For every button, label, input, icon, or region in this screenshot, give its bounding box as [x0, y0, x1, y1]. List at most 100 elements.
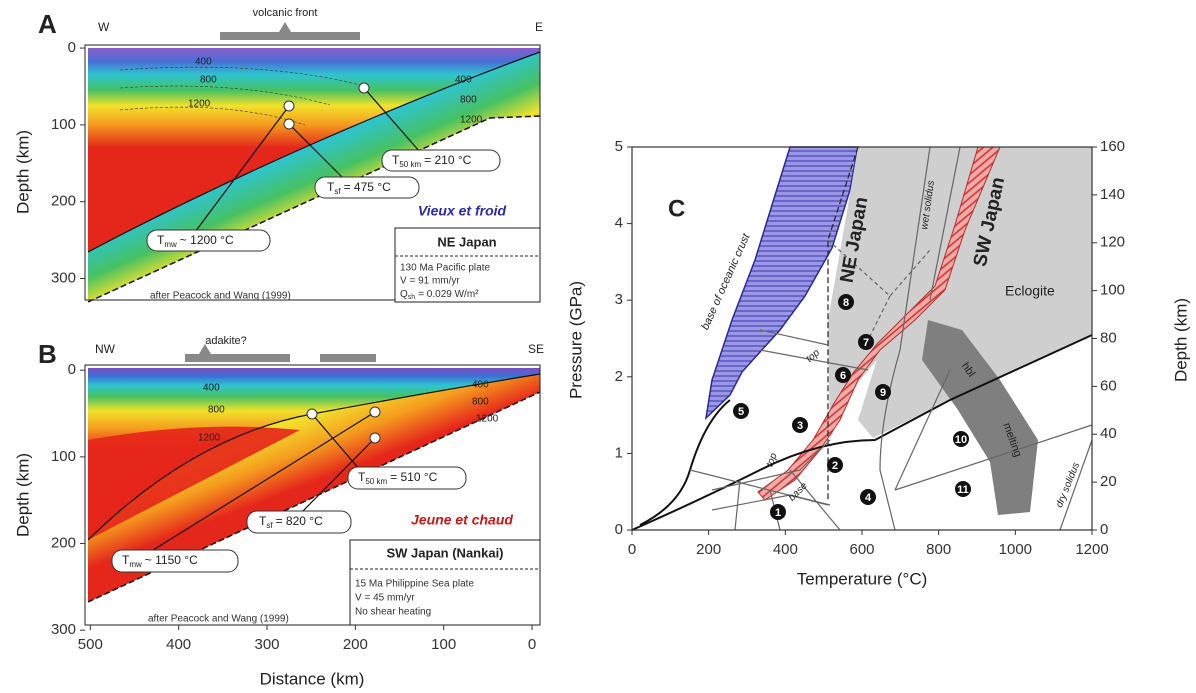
plot-frame [84, 364, 541, 626]
x-tick-label: 400 [166, 636, 191, 653]
marker [955, 481, 971, 497]
x-tick-label: 0 [628, 541, 636, 558]
y-tick-label: 100 [51, 116, 76, 133]
isotherm-label: 400 [472, 380, 489, 391]
setting-line: Qsh = 0.029 W/m² [400, 289, 479, 301]
marker-label: 9 [880, 387, 886, 399]
isotherm-label: 800 [472, 397, 489, 408]
setting-box [394, 227, 541, 303]
marker-label: 3 [797, 420, 803, 432]
isotherm-label: 400 [203, 383, 220, 394]
marker [733, 403, 749, 419]
oceanic-crust-region [704, 146, 859, 421]
x-tick-label: 800 [926, 541, 951, 558]
volcano-icon [199, 344, 211, 354]
marker [860, 489, 876, 505]
y-axis-label: Depth (km) [13, 453, 32, 537]
edge-label: W [98, 20, 110, 34]
marker-label: 7 [863, 337, 869, 349]
marker [838, 294, 854, 310]
y-axis-label: Pressure (GPa) [566, 281, 585, 399]
marker [792, 417, 808, 433]
y2-tick-label: 60 [1100, 377, 1117, 394]
isotherm-label: 1200 [476, 414, 499, 425]
setting-title: SW Japan (Nankai) [386, 545, 503, 560]
edge-label: E [535, 20, 543, 34]
plot-frame [84, 44, 541, 301]
y-tick-label: 200 [51, 535, 76, 552]
x-tick-label: 300 [254, 636, 279, 653]
panel-label: B [38, 339, 57, 369]
callout: Tmw ~ 1150 °C [122, 553, 198, 569]
y-tick-label: 2 [615, 368, 623, 385]
points [283, 82, 370, 130]
marker-label: 2 [832, 460, 838, 472]
source: after Peacock and Wang (1999) [148, 614, 289, 625]
y-tick-label: 4 [615, 215, 623, 232]
marker [835, 367, 851, 383]
isotherm-label: 1200 [188, 99, 211, 110]
callout-box [381, 149, 501, 172]
marker [770, 504, 786, 520]
x-tick-label: 400 [773, 541, 798, 558]
marker-label: 8 [843, 297, 849, 309]
y2-axis-label: Depth (km) [1171, 298, 1190, 382]
slab-field [88, 374, 540, 602]
marker-label: 10 [955, 434, 967, 446]
points [306, 406, 381, 444]
y-tick-label: 200 [51, 193, 76, 210]
y2-tick-label: 100 [1100, 282, 1125, 299]
panel-label: C [668, 195, 685, 222]
y-tick-label: 100 [51, 448, 76, 465]
marker [827, 457, 843, 473]
x-tick-label: 600 [849, 541, 874, 558]
panel-b: B NW SE adakite? 400 800 1200 400 800 12… [13, 335, 544, 689]
hot-wedge [88, 426, 300, 540]
volcano-icon [279, 22, 291, 32]
surface-label: adakite? [205, 335, 247, 347]
leader-lines [149, 411, 376, 553]
isotherm-label: 400 [455, 75, 472, 86]
setting-line: 130 Ma Pacific plate [400, 263, 490, 274]
surface-bar [185, 354, 290, 362]
marker-label: 4 [865, 492, 872, 504]
x-tick-label: 200 [343, 636, 368, 653]
sw-japan-region [858, 147, 1092, 438]
y2-tick-label: 40 [1100, 425, 1117, 442]
surface-bar [220, 32, 360, 40]
y2-tick-label: 140 [1100, 186, 1125, 203]
marker [858, 334, 874, 350]
callout: Tsf = 820 °C [259, 514, 323, 530]
y-tick-label: 1 [615, 444, 623, 461]
panel-label: A [38, 9, 57, 39]
setting-box [349, 539, 541, 626]
isotherm-label: 1200 [460, 115, 483, 126]
callout-box [146, 229, 271, 252]
edge-label: SE [528, 342, 544, 356]
isotherm-label: 800 [200, 75, 217, 86]
edge-label: NW [95, 342, 116, 356]
panel-c: C NE Japan SW Japan Eclogite base of oce… [566, 146, 1190, 588]
marker-label: 5 [738, 406, 744, 418]
setting-line: 15 Ma Philippine Sea plate [355, 579, 474, 590]
reaction-lines [689, 146, 1093, 531]
marker [953, 431, 969, 447]
y-tick-label: 5 [615, 138, 623, 155]
curve-label: top [765, 451, 780, 468]
x-tick-label: 1000 [999, 541, 1032, 558]
y-tick-label: 0 [68, 39, 76, 56]
y2-tick-label: 160 [1100, 138, 1125, 155]
x-tick-label: 200 [696, 541, 721, 558]
curve-label: top [804, 347, 822, 365]
setting-line: V = 91 mm/yr [400, 276, 460, 287]
y-tick-label: 300 [51, 621, 76, 638]
y2-tick-label: 80 [1100, 329, 1117, 346]
x-axis-label: Distance (km) [260, 669, 365, 688]
y2-tick-label: 20 [1100, 473, 1117, 490]
caption: Vieux et froid [418, 203, 507, 219]
callout: T50 km = 210 °C [392, 153, 472, 169]
x-axis-label: Temperature (°C) [797, 569, 928, 588]
y-tick-label: 3 [615, 291, 623, 308]
isotherm-label: 1200 [198, 433, 221, 444]
setting-line: V = 45 mm/yr [355, 593, 415, 604]
